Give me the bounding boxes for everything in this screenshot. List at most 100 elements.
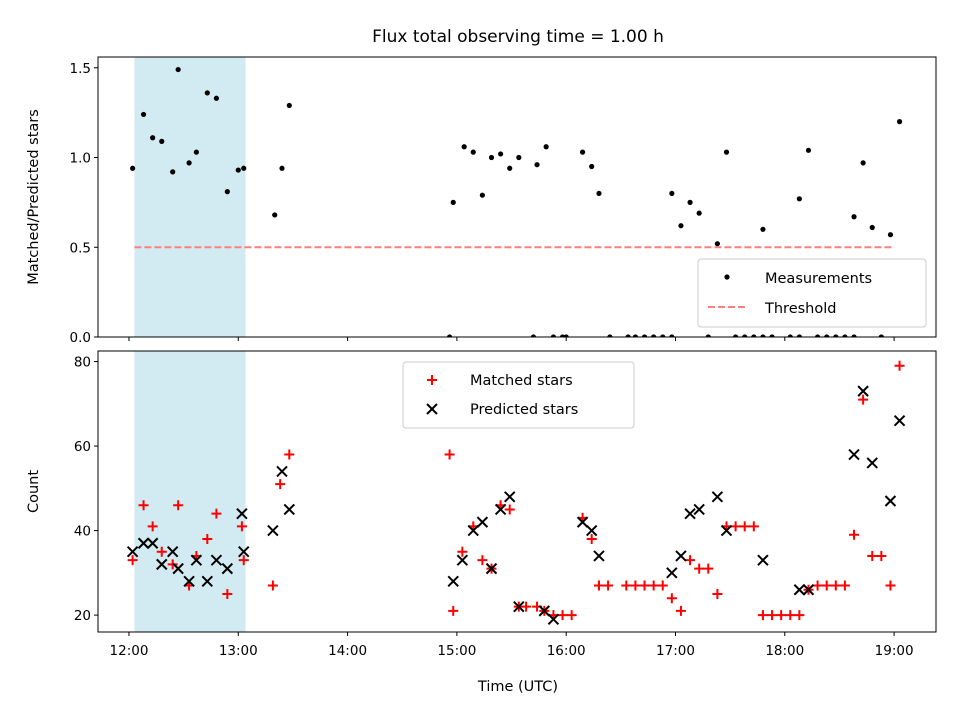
- predicted-star-point: [172, 562, 184, 575]
- predicted-star-point: [585, 524, 598, 537]
- measurement-point: [279, 165, 285, 171]
- measurement-point: [814, 334, 821, 337]
- measurement-point: [224, 189, 230, 195]
- measurement-point: [878, 334, 884, 337]
- x-axis-title: Time (UTC): [477, 679, 558, 695]
- matched-star-point: [730, 521, 741, 532]
- measurement-point: [596, 190, 602, 197]
- matched-star-point: [630, 580, 641, 591]
- predicted-star-point: [866, 457, 878, 469]
- measurement-point: [150, 135, 156, 141]
- matched-star-point: [444, 449, 455, 460]
- measurement-point: [479, 192, 485, 198]
- x-tick-label: 18:00: [765, 643, 804, 659]
- matched-star-point: [767, 610, 778, 621]
- measurement-point: [175, 66, 181, 73]
- matched-star-point: [138, 500, 149, 511]
- matched-star-point: [685, 555, 696, 566]
- matched-star-point: [675, 605, 686, 616]
- measurement-point: [641, 334, 648, 337]
- measurement-point: [213, 95, 220, 101]
- top-legend-box: [697, 258, 927, 328]
- bottom-y-tick-label: 80: [74, 355, 91, 371]
- predicted-star-point: [476, 516, 489, 528]
- matched-star-point: [894, 360, 905, 371]
- measurement-point: [470, 149, 476, 155]
- predicted-star-point: [166, 546, 179, 558]
- predicted-star-point: [190, 554, 203, 566]
- measurement-point: [678, 223, 684, 229]
- bottom-legend-box: [402, 361, 635, 429]
- matched-star-point: [703, 563, 714, 574]
- top-axes-frame: [97, 56, 937, 338]
- measurement-point: [705, 334, 711, 337]
- matched-star-point: [839, 580, 850, 591]
- top-y-axis-title: Matched/Predicted stars: [26, 109, 42, 285]
- measurement-point: [669, 334, 675, 337]
- matched-star-point: [593, 580, 604, 591]
- matched-star-point: [712, 588, 723, 599]
- measurement-point: [543, 144, 549, 150]
- measurement-point: [193, 149, 199, 155]
- matched-star-point: [477, 555, 488, 566]
- matched-star-point: [147, 521, 158, 532]
- predicted-star-point: [156, 558, 168, 571]
- bottom-y-tick-label: 60: [74, 439, 91, 455]
- x-tick-label: 12:00: [110, 643, 149, 659]
- matched-star-point: [238, 555, 249, 566]
- predicted-star-point: [666, 567, 678, 579]
- measurement-point: [751, 334, 757, 337]
- measurement-point: [887, 232, 894, 238]
- measurement-point: [851, 334, 857, 337]
- chart-title: Flux total observing time = 1.00 h: [372, 27, 664, 47]
- legend-predicted-marker: [426, 403, 438, 415]
- measurement-point: [696, 210, 702, 216]
- measurement-point: [660, 334, 666, 337]
- predicted-star-point: [711, 491, 724, 503]
- matched-star-point: [830, 580, 841, 591]
- measurement-point: [842, 334, 848, 337]
- predicted-star-point: [576, 516, 589, 528]
- predicted-star-point: [238, 546, 250, 558]
- measurement-point: [516, 154, 522, 161]
- matched-star-point: [457, 546, 468, 557]
- measurement-point: [550, 334, 557, 337]
- matched-star-point: [776, 610, 787, 621]
- x-tick-label: 15:00: [437, 643, 476, 659]
- predicted-star-point: [757, 554, 769, 566]
- measurement-point: [760, 334, 766, 337]
- matched-star-point: [657, 580, 668, 591]
- predicted-star-point: [276, 465, 288, 478]
- predicted-star-point: [485, 562, 498, 575]
- matched-star-point: [173, 500, 184, 511]
- measurement-point: [833, 334, 839, 337]
- measurement-point: [896, 119, 903, 125]
- predicted-star-point: [693, 503, 705, 516]
- measurement-point: [461, 144, 467, 150]
- top-y-tick-label: 0.0: [70, 330, 91, 346]
- top-highlight-span: [134, 57, 246, 337]
- matched-star-point: [504, 504, 515, 515]
- bottom-axes-frame: [97, 350, 937, 633]
- predicted-star-point: [547, 613, 560, 626]
- measurement-point: [140, 111, 147, 118]
- predicted-star-point: [848, 448, 860, 461]
- measurement-point: [235, 167, 241, 173]
- predicted-star-point: [126, 546, 139, 558]
- x-tick-label: 17:00: [656, 643, 695, 659]
- measurement-point: [760, 226, 766, 232]
- measurement-point: [507, 165, 513, 171]
- predicted-star-point: [884, 495, 897, 507]
- measurement-point: [824, 334, 830, 337]
- x-tick-label: 16:00: [547, 643, 586, 659]
- matched-star-point: [876, 550, 887, 561]
- measurement-point: [488, 154, 495, 161]
- matched-star-point: [557, 610, 568, 621]
- bottom-y-tick-label: 40: [74, 524, 91, 540]
- predicted-star-point: [183, 575, 195, 588]
- x-tick-label: 13:00: [219, 643, 258, 659]
- bottom-plot-area: 20 40 60 80 12:00 13:00 14:00 15:00 16:00 17:00 18…: [74, 350, 937, 659]
- predicted-star-point: [793, 584, 806, 596]
- legend-measurements-marker: [724, 274, 730, 280]
- measurement-point: [446, 334, 453, 337]
